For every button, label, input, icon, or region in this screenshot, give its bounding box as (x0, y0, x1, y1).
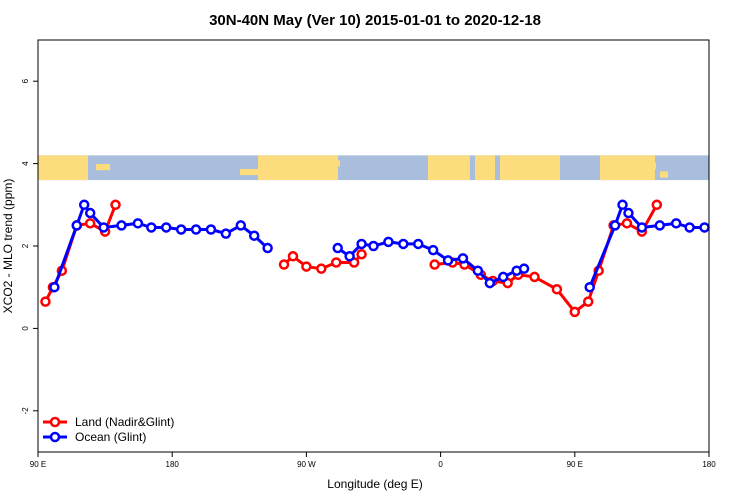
y-tick-label: 0 (21, 326, 30, 331)
series-line (588, 203, 705, 288)
x-tick-label: 90 E (30, 460, 46, 469)
map-land (520, 170, 532, 177)
data-point (110, 199, 121, 211)
data-point (78, 199, 90, 211)
data-point (132, 218, 144, 229)
map-land (258, 155, 338, 181)
data-point (484, 277, 496, 289)
data-point (609, 220, 621, 231)
y-tick-label: 4 (21, 161, 30, 166)
data-point (160, 222, 172, 233)
data-point (584, 281, 595, 293)
legend-marker (49, 416, 61, 428)
map-land (330, 160, 340, 167)
data-point (146, 222, 157, 233)
data-point (248, 230, 260, 241)
y-axis-label: XCO2 - MLO trend (ppm) (1, 179, 15, 314)
data-point (623, 207, 634, 219)
y-tick-label: -2 (21, 407, 30, 415)
map-land (240, 168, 258, 176)
data-point (472, 265, 484, 276)
map-ocean (38, 155, 709, 181)
data-point (654, 220, 666, 231)
data-point (40, 296, 51, 307)
map-land (475, 155, 495, 181)
data-point (699, 222, 710, 233)
data-point (621, 218, 633, 229)
data-point (398, 238, 409, 250)
x-tick-label: 180 (702, 460, 716, 469)
data-point (190, 224, 202, 235)
data-point (205, 224, 217, 235)
data-point (651, 199, 663, 211)
data-point (262, 242, 273, 254)
data-point (383, 236, 394, 248)
series-layer (40, 199, 710, 318)
map-land (428, 155, 470, 181)
data-point (330, 257, 342, 268)
map-land (96, 164, 110, 171)
x-tick-label: 0 (438, 460, 443, 469)
x-tick-label: 90 W (297, 460, 316, 469)
data-point (551, 284, 563, 295)
data-point (582, 296, 594, 307)
map-land (660, 171, 668, 178)
data-point (617, 199, 628, 211)
x-axis: 90 E 180 90 W 0 90 E 180 (30, 452, 716, 469)
series-line (434, 204, 659, 314)
data-point (175, 224, 187, 235)
data-point (116, 220, 127, 231)
data-point (301, 261, 312, 272)
data-point (84, 218, 96, 229)
data-point (368, 240, 379, 252)
series-line (52, 203, 269, 288)
legend-label: Land (Nadir&Glint) (75, 415, 174, 429)
data-point (84, 207, 96, 219)
data-point (49, 281, 60, 293)
chart-title: 30N-40N May (Ver 10) 2015-01-01 to 2020-… (209, 12, 541, 29)
data-point (518, 263, 530, 274)
data-point (332, 242, 343, 254)
data-point (497, 271, 509, 283)
y-axis: -2 0 2 4 6 (21, 78, 38, 414)
data-point (344, 251, 355, 262)
data-point (670, 218, 682, 229)
x-tick-label: 180 (166, 460, 180, 469)
data-point (442, 255, 454, 266)
y-tick-label: 6 (21, 78, 30, 83)
data-point (220, 228, 232, 239)
data-point (412, 238, 424, 250)
data-point (636, 222, 648, 233)
data-point (356, 238, 367, 250)
map-strip (38, 155, 709, 181)
data-point (71, 220, 83, 231)
x-axis-label: Longitude (deg E) (327, 477, 422, 491)
series-ocean (49, 199, 710, 293)
data-point (569, 306, 581, 318)
data-point (356, 248, 367, 260)
map-land (640, 162, 656, 169)
y-tick-label: 2 (21, 243, 30, 248)
legend: Land (Nadir&Glint)Ocean (Glint) (43, 415, 174, 444)
map-land (38, 155, 88, 181)
data-point (278, 259, 290, 270)
data-point (429, 259, 440, 270)
data-point (684, 222, 695, 233)
data-point (316, 263, 327, 274)
data-point (457, 253, 469, 264)
legend-marker (49, 431, 61, 443)
legend-label: Ocean (Glint) (75, 430, 146, 444)
map-land (500, 155, 560, 181)
data-point (529, 271, 540, 283)
data-point (235, 220, 247, 231)
data-point (98, 222, 109, 233)
data-point (427, 244, 439, 256)
data-point (287, 251, 299, 262)
x-tick-label: 90 E (567, 460, 583, 469)
